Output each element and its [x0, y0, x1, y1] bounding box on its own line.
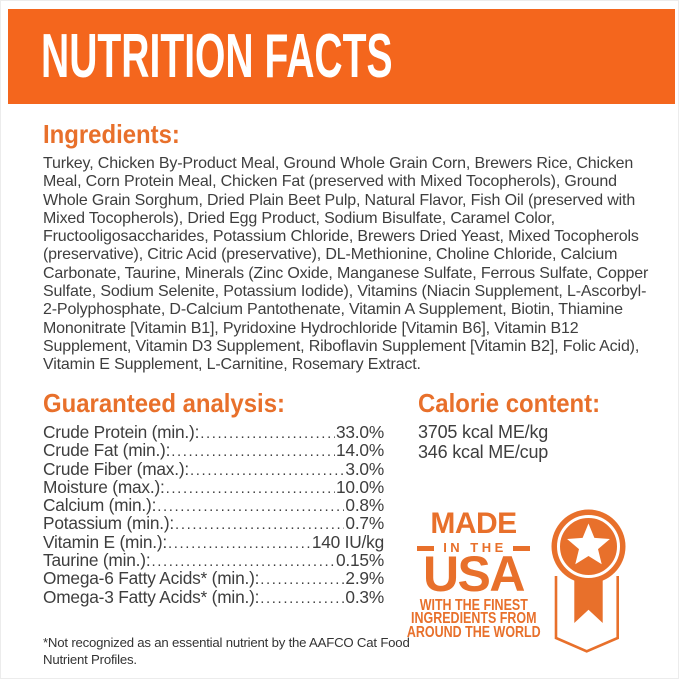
footnote-line: *Not recognized as an essential nutrient… [43, 635, 410, 650]
ingredients-text: Turkey, Chicken By-Product Meal, Ground … [43, 155, 649, 374]
footnote-line: Nutrient Profiles. [43, 652, 137, 667]
analysis-label: Moisture (max.): [43, 476, 165, 497]
calorie-line: 3705 kcal ME/kg [418, 422, 549, 442]
table-row: Moisture (max.): 10.0% [43, 476, 384, 498]
made-in-usa-badge: MADE IN THE USA WITH THE FINEST INGREDIE… [407, 507, 541, 641]
calorie-content-heading: Calorie content: [418, 388, 601, 418]
analysis-label: Omega-6 Fatty Acids* (min.): [43, 568, 260, 589]
dot-leader [157, 496, 344, 516]
ingredients-heading: Ingredients: [43, 119, 180, 149]
analysis-label: Crude Fat (min.): [43, 440, 171, 461]
analysis-label: Potassium (min.): [43, 513, 175, 534]
award-medal-ribbon-icon [551, 509, 626, 653]
badge-tagline: WITH THE FINEST INGREDIENTS FROM AROUND … [406, 597, 541, 641]
analysis-value: 14.0% [335, 440, 384, 461]
dot-leader [166, 478, 335, 498]
table-row: Crude Fiber (max.): 3.0% [43, 458, 384, 480]
analysis-value: 0.15% [335, 550, 384, 571]
table-row: Vitamin E (min.): 140 IU/kg [43, 531, 384, 553]
dot-leader [260, 588, 344, 608]
badge-in-the: IN THE [443, 540, 507, 555]
guaranteed-analysis-heading: Guaranteed analysis: [43, 388, 285, 418]
analysis-label: Calcium (min.): [43, 495, 157, 516]
tagline-line: AROUND THE WORLD [406, 623, 541, 641]
table-row: Omega-3 Fatty Acids* (min.): 0.3% [43, 586, 384, 608]
calorie-content-values: 3705 kcal ME/kg 346 kcal ME/cup [418, 422, 548, 462]
tagline-line: WITH THE FINEST [419, 597, 528, 614]
analysis-label: Omega-3 Fatty Acids* (min.): [43, 586, 260, 607]
dot-leader [171, 441, 335, 461]
analysis-value: 33.0% [335, 422, 384, 442]
header-banner: NUTRITION FACTS [8, 9, 675, 104]
table-row: Taurine (min.): 0.15% [43, 550, 384, 571]
guaranteed-analysis-table: Crude Protein (min.): 33.0% Crude Fat (mi… [43, 423, 384, 606]
dot-leader [168, 533, 311, 553]
analysis-label: Crude Fiber (max.): [43, 458, 190, 479]
table-row: Calcium (min.): 0.8% [43, 495, 384, 516]
dot-leader [260, 569, 344, 589]
analysis-value: 0.3% [345, 586, 384, 607]
analysis-value: 3.0% [345, 458, 384, 479]
tagline-line: INGREDIENTS FROM [410, 610, 537, 628]
analysis-label: Vitamin E (min.): [43, 531, 167, 552]
dash-left [417, 545, 435, 551]
analysis-value: 0.8% [345, 495, 384, 516]
badge-made: MADE [430, 507, 517, 540]
analysis-value: 140 IU/kg [311, 531, 384, 552]
table-row: Omega-6 Fatty Acids* (min.): 2.9% [43, 568, 384, 589]
footnote: *Not recognized as an essential nutrient… [43, 634, 410, 668]
badge-usa: USA [422, 546, 526, 602]
dash-right [512, 545, 530, 551]
analysis-value: 10.0% [335, 476, 384, 497]
page-title: NUTRITION FACTS [41, 21, 393, 91]
analysis-value: 0.7% [345, 513, 384, 534]
dot-leader [200, 423, 335, 443]
table-row: Potassium (min.): 0.7% [43, 513, 384, 534]
badge-in-the-row: IN THE [417, 541, 530, 555]
analysis-label: Taurine (min.): [43, 550, 151, 571]
table-row: Crude Protein (min.): 33.0% [43, 422, 384, 443]
analysis-value: 2.9% [345, 568, 384, 589]
calorie-line: 346 kcal ME/cup [418, 442, 549, 462]
analysis-label: Crude Protein (min.): [43, 422, 200, 442]
table-row: Crude Fat (min.): 14.0% [43, 440, 384, 461]
dot-leader [190, 460, 344, 480]
